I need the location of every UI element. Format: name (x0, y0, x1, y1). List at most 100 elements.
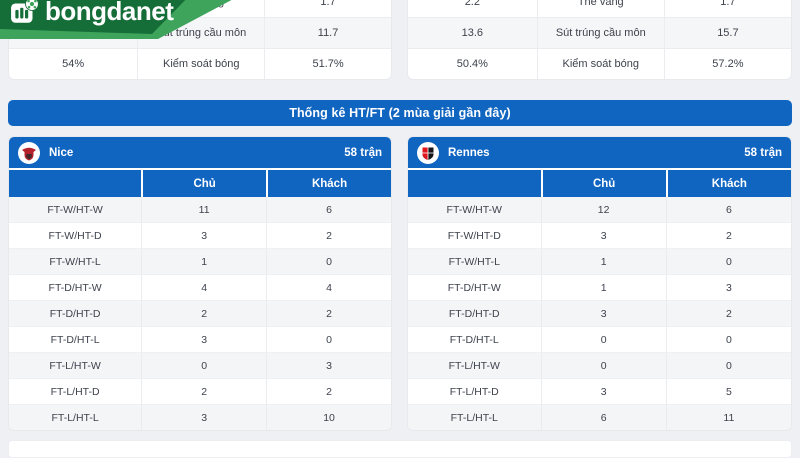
row-label: FT-D/HT-L (50, 333, 100, 346)
next-section-placeholder (8, 440, 792, 458)
col-header-home: Chủ (141, 170, 266, 197)
team-header-nice: Nice 58 trận (9, 137, 391, 170)
stat-label: Thẻ vàng (536, 0, 664, 17)
row-label: FT-D/HT-L (449, 333, 499, 346)
htft-table-body: FT-W/HT-W 11 6 FT-W/HT-D 3 2 FT-W/HT-L 1… (9, 197, 391, 430)
stat-row-possession: 54% Kiểm soát bóng 51.7% (9, 48, 391, 79)
away-count: 0 (665, 249, 791, 274)
away-count: 0 (665, 327, 791, 352)
brand-name: bongdanet (45, 0, 174, 26)
htft-row: FT-D/HT-D 2 2 (9, 300, 391, 326)
stat-row-possession: 50.4% Kiểm soát bóng 57.2% (408, 48, 791, 79)
row-label: FT-L/HT-L (51, 411, 99, 424)
stat-label: Kiểm soát bóng (536, 49, 664, 79)
htft-row: FT-L/HT-L 3 10 (9, 404, 391, 430)
htft-section: Nice 58 trận Chủ Khách FT-W/HT-W 11 6 FT… (8, 136, 792, 431)
away-value: 57.2% (663, 49, 791, 79)
col-header-away: Khách (266, 170, 391, 197)
htft-row: FT-D/HT-L 0 0 (408, 326, 791, 352)
home-count: 0 (540, 327, 666, 352)
row-label: FT-D/HT-D (448, 307, 500, 320)
away-value: 15.7 (663, 18, 791, 48)
away-count: 0 (266, 327, 391, 352)
row-label: FT-D/HT-D (49, 307, 101, 320)
away-count: 2 (266, 379, 391, 404)
home-count: 1 (141, 249, 266, 274)
htft-row: FT-W/HT-D 3 2 (9, 222, 391, 248)
row-label: FT-L/HT-D (449, 385, 499, 398)
home-value: 50.4% (456, 58, 488, 70)
home-count: 0 (540, 353, 666, 378)
stat-label: Kiểm soát bóng (137, 49, 264, 79)
away-count: 2 (665, 301, 791, 326)
column-headers: Chủ Khách (408, 170, 791, 197)
team-name: Nice (49, 146, 74, 159)
col-header-home: Chủ (540, 170, 666, 197)
htft-table-body: FT-W/HT-W 12 6 FT-W/HT-D 3 2 FT-W/HT-L 1… (408, 197, 791, 430)
htft-card-nice: Nice 58 trận Chủ Khách FT-W/HT-W 11 6 FT… (8, 136, 392, 431)
home-count: 1 (540, 275, 666, 300)
away-count: 6 (266, 197, 391, 222)
home-count: 3 (540, 301, 666, 326)
htft-row: FT-L/HT-D 2 2 (9, 378, 391, 404)
row-label: FT-W/HT-L (448, 255, 500, 268)
home-count: 12 (540, 197, 666, 222)
away-count: 3 (266, 353, 391, 378)
htft-row: FT-D/HT-W 4 4 (9, 274, 391, 300)
away-count: 3 (665, 275, 791, 300)
away-count: 6 (665, 197, 791, 222)
away-count: 2 (266, 223, 391, 248)
row-label: FT-W/HT-D (48, 229, 102, 242)
col-header-away: Khách (665, 170, 791, 197)
row-label: FT-L/HT-W (448, 359, 500, 372)
home-count: 3 (141, 405, 266, 430)
col-header-empty (9, 170, 141, 197)
home-value: 2.2 (464, 0, 480, 8)
row-label: FT-W/HT-W (446, 203, 502, 216)
row-label: FT-W/HT-W (47, 203, 103, 216)
home-count: 2 (141, 301, 266, 326)
row-label: FT-D/HT-W (447, 281, 501, 294)
home-count: 3 (141, 327, 266, 352)
row-label: FT-W/HT-L (49, 255, 101, 268)
stat-row-yellow-cards: 2.2 Thẻ vàng 1.7 (408, 0, 791, 17)
htft-section-title: Thống kê HT/FT (2 mùa giải gần đây) (8, 100, 792, 126)
htft-row: FT-L/HT-L 6 11 (408, 404, 791, 430)
away-count: 0 (266, 249, 391, 274)
home-count: 3 (141, 223, 266, 248)
htft-row: FT-D/HT-L 3 0 (9, 326, 391, 352)
away-count: 0 (665, 353, 791, 378)
row-label: FT-D/HT-W (48, 281, 102, 294)
away-value: 1.7 (663, 0, 791, 17)
row-label: FT-L/HT-L (450, 411, 498, 424)
row-label: FT-W/HT-D (447, 229, 501, 242)
away-count: 10 (266, 405, 391, 430)
row-label: FT-L/HT-W (49, 359, 101, 372)
away-count: 4 (266, 275, 391, 300)
htft-card-rennes: Rennes 58 trận Chủ Khách FT-W/HT-W 12 6 … (407, 136, 792, 431)
col-header-empty (408, 170, 541, 197)
home-count: 2 (141, 379, 266, 404)
htft-row: FT-D/HT-W 1 3 (408, 274, 791, 300)
home-count: 4 (141, 275, 266, 300)
htft-row: FT-W/HT-D 3 2 (408, 222, 791, 248)
home-count: 3 (540, 379, 666, 404)
brand-icon (11, 0, 39, 23)
home-value: 13.6 (461, 27, 484, 39)
htft-row: FT-W/HT-W 12 6 (408, 197, 791, 222)
column-headers: Chủ Khách (9, 170, 391, 197)
htft-row: FT-L/HT-D 3 5 (408, 378, 791, 404)
matches-count: 58 trận (344, 146, 382, 159)
home-value: 54% (62, 58, 85, 70)
away-value: 51.7% (264, 49, 391, 79)
home-count: 3 (540, 223, 666, 248)
away-count: 2 (665, 223, 791, 248)
nice-crest-icon (18, 141, 40, 164)
site-logo[interactable]: bongdanet (0, 0, 262, 43)
away-value: 11.7 (264, 18, 391, 48)
team-header-rennes: Rennes 58 trận (408, 137, 791, 170)
htft-row: FT-W/HT-L 1 0 (9, 248, 391, 274)
logo-ribbon-shape (0, 0, 232, 39)
row-label: FT-L/HT-D (50, 385, 100, 398)
team-name: Rennes (448, 146, 490, 159)
